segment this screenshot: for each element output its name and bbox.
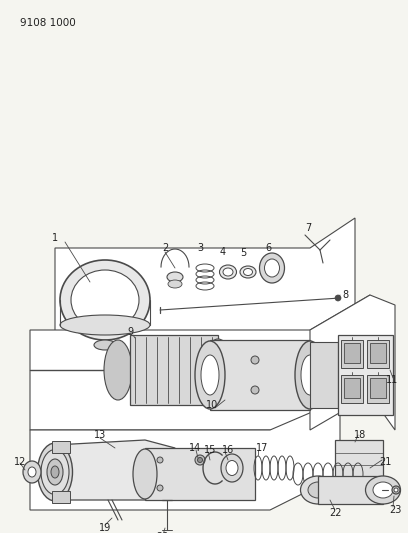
Ellipse shape bbox=[71, 270, 139, 330]
Bar bbox=[370, 378, 386, 398]
Bar bbox=[344, 343, 360, 363]
Polygon shape bbox=[310, 295, 395, 430]
Bar bbox=[52, 441, 70, 453]
Bar bbox=[367, 375, 389, 403]
Polygon shape bbox=[55, 218, 355, 365]
Ellipse shape bbox=[38, 443, 73, 501]
Ellipse shape bbox=[195, 341, 225, 409]
Ellipse shape bbox=[60, 315, 150, 335]
Ellipse shape bbox=[133, 449, 157, 499]
Ellipse shape bbox=[197, 457, 202, 463]
Ellipse shape bbox=[295, 341, 325, 409]
Text: 7: 7 bbox=[305, 223, 311, 233]
Text: 5: 5 bbox=[240, 248, 246, 258]
Text: 16: 16 bbox=[222, 445, 234, 455]
Ellipse shape bbox=[41, 449, 69, 495]
Ellipse shape bbox=[221, 454, 243, 482]
Ellipse shape bbox=[394, 488, 398, 492]
Ellipse shape bbox=[94, 340, 116, 350]
Ellipse shape bbox=[201, 355, 219, 395]
Text: 15: 15 bbox=[204, 445, 216, 455]
Ellipse shape bbox=[244, 269, 253, 276]
Text: 9108 1000: 9108 1000 bbox=[20, 18, 76, 28]
Text: 11: 11 bbox=[386, 375, 398, 385]
Bar bbox=[52, 491, 70, 503]
Ellipse shape bbox=[392, 486, 400, 494]
Ellipse shape bbox=[251, 386, 259, 394]
Text: 13: 13 bbox=[94, 430, 106, 440]
Ellipse shape bbox=[167, 272, 183, 282]
Ellipse shape bbox=[168, 280, 182, 288]
Text: 6: 6 bbox=[265, 243, 271, 253]
Ellipse shape bbox=[104, 340, 132, 400]
Text: 18: 18 bbox=[354, 430, 366, 440]
Text: 21: 21 bbox=[379, 457, 391, 467]
Bar bbox=[341, 375, 363, 403]
Ellipse shape bbox=[203, 339, 233, 401]
Ellipse shape bbox=[47, 459, 63, 485]
Ellipse shape bbox=[220, 265, 237, 279]
Ellipse shape bbox=[366, 476, 401, 504]
Ellipse shape bbox=[240, 266, 256, 278]
Text: 12: 12 bbox=[14, 457, 26, 467]
Bar bbox=[370, 343, 386, 363]
Ellipse shape bbox=[60, 260, 150, 340]
Text: 3: 3 bbox=[197, 243, 203, 253]
Text: 10: 10 bbox=[206, 400, 218, 410]
Bar bbox=[344, 378, 360, 398]
Polygon shape bbox=[55, 440, 175, 500]
Ellipse shape bbox=[301, 355, 319, 395]
Bar bbox=[338, 335, 393, 415]
Bar bbox=[210, 340, 310, 410]
Text: 8: 8 bbox=[342, 290, 348, 300]
Ellipse shape bbox=[251, 356, 259, 364]
Polygon shape bbox=[30, 295, 370, 430]
Text: 1: 1 bbox=[52, 233, 58, 243]
Text: 22: 22 bbox=[329, 508, 341, 518]
Text: 19: 19 bbox=[99, 523, 111, 533]
Ellipse shape bbox=[259, 253, 284, 283]
Ellipse shape bbox=[157, 485, 163, 491]
Text: 4: 4 bbox=[220, 247, 226, 257]
Bar bbox=[341, 340, 363, 368]
Ellipse shape bbox=[223, 268, 233, 276]
Text: 20: 20 bbox=[156, 532, 168, 533]
Text: 23: 23 bbox=[389, 505, 401, 515]
Ellipse shape bbox=[308, 482, 328, 498]
Ellipse shape bbox=[195, 455, 205, 465]
Bar bbox=[130, 335, 218, 405]
Ellipse shape bbox=[373, 482, 393, 498]
Polygon shape bbox=[30, 400, 340, 510]
Text: 17: 17 bbox=[256, 443, 268, 453]
Text: 2: 2 bbox=[162, 243, 168, 253]
Text: 9: 9 bbox=[127, 327, 133, 337]
Bar bbox=[145, 448, 255, 500]
Bar bbox=[318, 476, 383, 504]
Ellipse shape bbox=[28, 467, 36, 477]
Bar bbox=[367, 340, 389, 368]
Ellipse shape bbox=[226, 461, 238, 475]
Text: 14: 14 bbox=[189, 443, 201, 453]
Bar bbox=[310, 342, 338, 408]
Ellipse shape bbox=[23, 461, 41, 483]
Ellipse shape bbox=[51, 466, 59, 478]
Ellipse shape bbox=[335, 295, 341, 301]
Ellipse shape bbox=[301, 476, 335, 504]
Bar bbox=[335, 440, 383, 480]
Ellipse shape bbox=[264, 259, 279, 277]
Ellipse shape bbox=[157, 457, 163, 463]
